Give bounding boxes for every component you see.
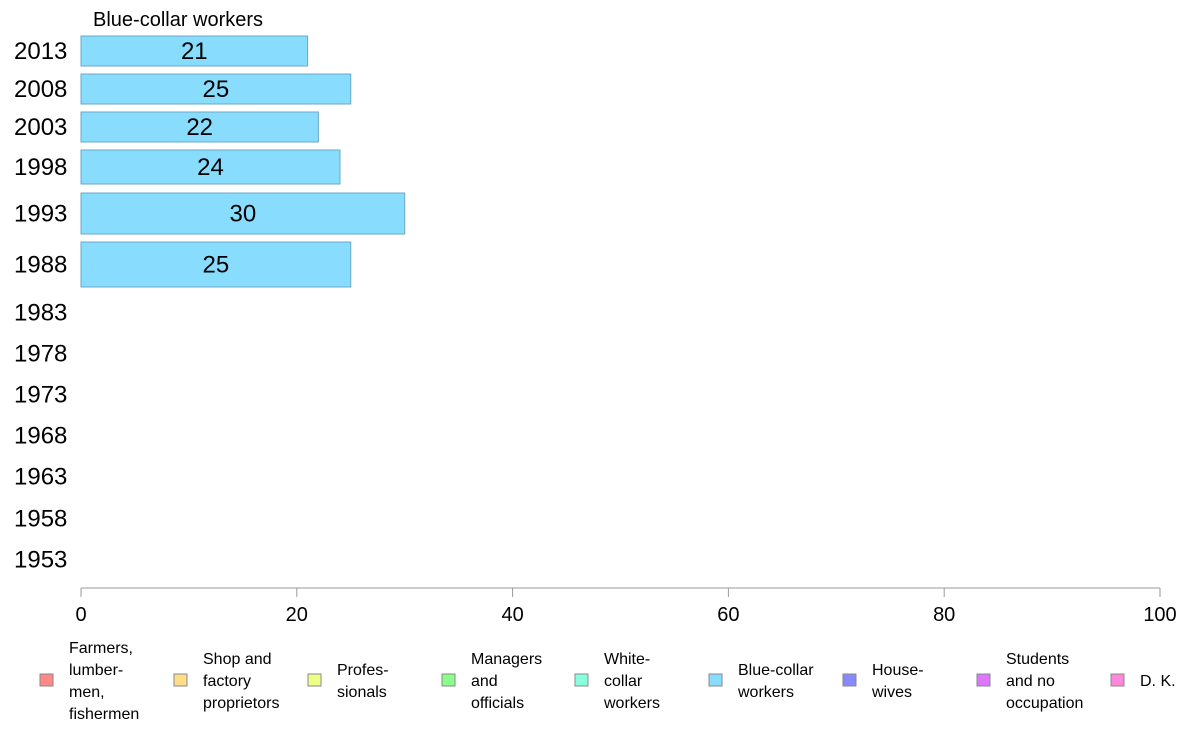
bar-label-2008: 25	[203, 76, 230, 103]
year-label-2003: 2003	[14, 114, 67, 141]
legend-swatch-6	[842, 673, 857, 687]
bar-2013	[80, 35, 309, 67]
bar-2003	[80, 111, 319, 143]
legend-swatch-8	[1110, 673, 1125, 687]
legend-label-6-line-0: House-	[872, 662, 924, 679]
legend-swatch-7	[976, 673, 991, 687]
legend-label-8-line-0: D. K.	[1140, 673, 1176, 690]
x-tick-label-40: 40	[501, 604, 523, 626]
legend-item-2: Profes-sionals	[307, 662, 389, 701]
bar-label-1993: 30	[229, 201, 256, 228]
bar-2008	[80, 73, 352, 105]
legend-swatch-5	[708, 673, 723, 687]
legend-label-0-line-3: fishermen	[69, 706, 139, 723]
legend-label-3-line-2: officials	[471, 695, 524, 712]
year-label-1978: 1978	[14, 341, 67, 368]
legend-label-2-line-1: sionals	[337, 684, 387, 701]
legend-swatch-2	[307, 673, 322, 687]
year-label-1988: 1988	[14, 252, 67, 279]
x-tick-label-0: 0	[75, 604, 86, 626]
legend-item-6: House-wives	[842, 662, 924, 701]
legend-label-0-line-2: men,	[69, 684, 105, 701]
legend-item-1: Shop and factory proprietors	[173, 651, 279, 712]
legend-label-1-line-1: factory	[203, 673, 251, 690]
legend-label-7-line-2: occupation	[1006, 695, 1083, 712]
legend-label-2-line-0: Profes-	[337, 662, 389, 679]
legend-label-1-line-2: proprietors	[203, 695, 279, 712]
legend-label-5-line-0: Blue-collar	[738, 662, 814, 679]
legend-swatch-4	[574, 673, 589, 687]
bar-label-2013: 21	[181, 38, 208, 65]
x-axis: 0 20 40 60 80 100	[75, 587, 1177, 626]
legend-swatch-0	[39, 673, 54, 687]
legend-label-3-line-0: Managers	[471, 651, 542, 668]
legend-label-4-line-1: collar	[604, 673, 643, 690]
legend-label-1-line-0: Shop and	[203, 651, 272, 668]
legend-label-0-line-0: Farmers,	[69, 640, 133, 657]
x-tick-label-60: 60	[717, 604, 739, 626]
bar-1998	[80, 149, 341, 185]
x-tick-label-100: 100	[1143, 604, 1176, 626]
year-label-1973: 1973	[14, 382, 67, 409]
year-label-1993: 1993	[14, 201, 67, 228]
year-label-1983: 1983	[14, 300, 67, 327]
year-label-1953: 1953	[14, 547, 67, 574]
legend-label-7-line-1: and no	[1006, 673, 1055, 690]
x-tick-label-80: 80	[933, 604, 955, 626]
legend-label-4-line-2: workers	[603, 695, 660, 712]
x-tick-label-20: 20	[286, 604, 308, 626]
legend-label-4-line-0: White-	[604, 651, 650, 668]
bar-label-1988: 25	[203, 252, 230, 279]
legend-swatch-3	[441, 673, 456, 687]
legend-item-7: Students and no occupation	[976, 651, 1083, 712]
legend-label-3-line-1: and	[471, 673, 498, 690]
year-label-1968: 1968	[14, 423, 67, 450]
year-label-1958: 1958	[14, 506, 67, 533]
legend-item-0: Farmers, lumber-men, fishermen	[39, 640, 139, 723]
legend-label-0-line-1: lumber-	[69, 662, 123, 679]
year-label-1998: 1998	[14, 154, 67, 181]
legend-label-5-line-1: workers	[737, 684, 794, 701]
year-label-2008: 2008	[14, 76, 67, 103]
year-label-2013: 2013	[14, 38, 67, 65]
panel-title: Blue-collar workers	[93, 9, 263, 31]
legend-label-6-line-1: wives	[871, 684, 912, 701]
legend-item-8: D. K.	[1110, 673, 1176, 690]
year-label-1963: 1963	[14, 464, 67, 491]
bar-rows: 2013 21 2008 25 2003 22 1998 24 1993 30 1988 25 1983…	[14, 35, 406, 574]
bar-label-2003: 22	[186, 114, 213, 141]
bar-1993	[80, 192, 406, 235]
bar-1988	[80, 241, 352, 288]
legend-item-3: Managers and officials	[441, 651, 542, 712]
bar-label-1998: 24	[197, 154, 224, 181]
legend-swatch-1	[173, 673, 188, 687]
legend-label-7-line-0: Students	[1006, 651, 1069, 668]
legend-item-4: White-collar workers	[574, 651, 660, 712]
legend: Farmers, lumber-men, fishermen Shop and fact…	[39, 640, 1176, 723]
legend-item-5: Blue-collar workers	[708, 662, 814, 701]
